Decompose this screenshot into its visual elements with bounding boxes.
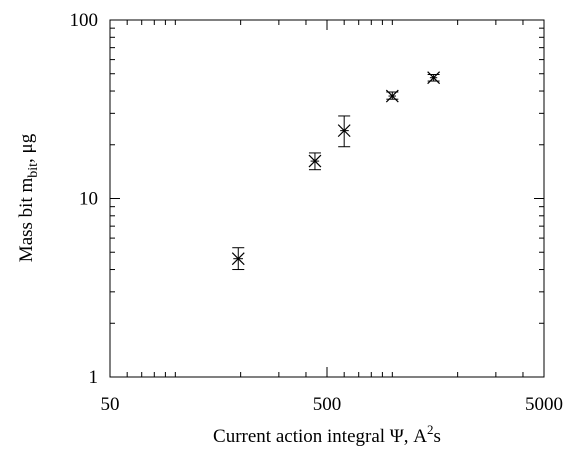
x-tick-label: 500	[313, 394, 342, 415]
x-marker-stroke-b	[337, 124, 351, 138]
data-point	[337, 115, 351, 148]
y-axis-label: Mass bit mbit, μg	[16, 133, 41, 262]
data-points	[231, 71, 441, 271]
axis-ticks	[109, 19, 545, 378]
data-point	[427, 71, 441, 85]
data-point	[231, 247, 245, 271]
data-point	[385, 89, 399, 103]
y-tick-label: 1	[89, 367, 99, 388]
x-tick-label: 5000	[525, 394, 563, 415]
plot-frame	[109, 19, 545, 378]
y-tick-label: 100	[70, 10, 99, 31]
x-tick-label: 50	[101, 394, 120, 415]
tick-labels: 50 500 5000 1 10 100	[70, 10, 564, 415]
x-marker-stroke-b	[231, 252, 245, 266]
x-axis-label: Current action integral Ψ, A2s	[213, 422, 441, 447]
x-marker-stroke-b	[308, 154, 322, 168]
y-tick-label: 10	[79, 189, 98, 210]
data-point	[308, 152, 322, 171]
x-marker-stroke-b	[385, 89, 399, 103]
x-marker-stroke-b	[427, 71, 441, 85]
